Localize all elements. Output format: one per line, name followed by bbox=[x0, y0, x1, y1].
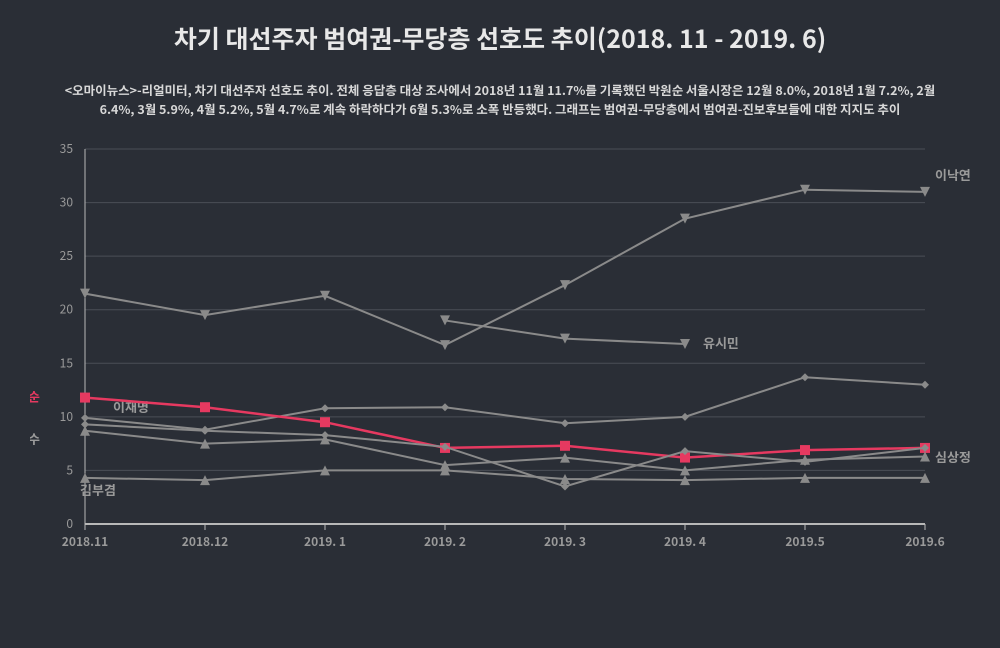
svg-text:유시민: 유시민 bbox=[703, 333, 739, 352]
svg-text:10: 10 bbox=[60, 407, 74, 424]
svg-text:심상정: 심상정 bbox=[935, 446, 970, 465]
chart-subtitle: <오마이뉴스>-리얼미터, 차기 대선주자 선호도 추이. 전체 응답층 대상 … bbox=[30, 81, 970, 119]
svg-text:김경수: 김경수 bbox=[30, 428, 40, 447]
svg-text:2019.6: 2019.6 bbox=[905, 533, 944, 550]
svg-text:35: 35 bbox=[60, 140, 74, 157]
line-chart-svg: 0 5 10 15 20 25 30 35 2018.11 2018.12 2019. 1 2019.… bbox=[30, 139, 970, 569]
svg-text:2018.11: 2018.11 bbox=[62, 533, 108, 550]
svg-text:25: 25 bbox=[60, 247, 74, 264]
svg-text:0: 0 bbox=[66, 515, 73, 532]
svg-text:2019.5: 2019.5 bbox=[785, 533, 824, 550]
svg-text:30: 30 bbox=[60, 193, 74, 210]
svg-text:15: 15 bbox=[60, 354, 74, 371]
svg-text:2019. 1: 2019. 1 bbox=[304, 533, 346, 550]
svg-text:20: 20 bbox=[60, 300, 74, 317]
svg-text:김부겸: 김부겸 bbox=[80, 479, 116, 498]
svg-text:이낙연: 이낙연 bbox=[935, 164, 970, 183]
svg-text:2018.12: 2018.12 bbox=[182, 533, 228, 550]
svg-text:박원순: 박원순 bbox=[30, 386, 40, 405]
svg-text:5: 5 bbox=[66, 461, 73, 478]
chart-area: 0 5 10 15 20 25 30 35 2018.11 2018.12 2019. 1 2019.… bbox=[30, 139, 970, 569]
chart-title: 차기 대선주자 범여권-무당층 선호도 추이(2018. 11 - 2019. … bbox=[30, 20, 970, 56]
svg-text:2019. 4: 2019. 4 bbox=[664, 533, 706, 550]
svg-text:2019. 2: 2019. 2 bbox=[424, 533, 466, 550]
svg-text:2019. 3: 2019. 3 bbox=[544, 533, 586, 550]
